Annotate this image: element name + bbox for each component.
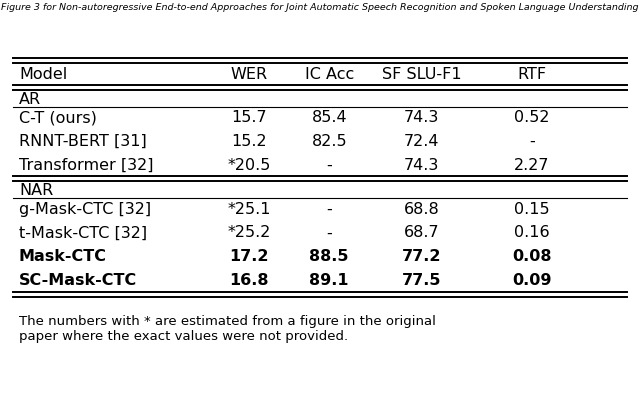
Text: Model: Model [19, 67, 67, 82]
Text: t-Mask-CTC [32]: t-Mask-CTC [32] [19, 225, 147, 241]
Text: 0.08: 0.08 [512, 249, 552, 264]
Text: C-T (ours): C-T (ours) [19, 110, 97, 125]
Text: 0.09: 0.09 [512, 273, 552, 288]
Text: -: - [326, 201, 332, 217]
Text: *20.5: *20.5 [228, 158, 271, 173]
Text: 68.8: 68.8 [403, 201, 439, 217]
Text: g-Mask-CTC [32]: g-Mask-CTC [32] [19, 201, 151, 217]
Text: IC Acc: IC Acc [305, 67, 354, 82]
Text: 2.27: 2.27 [514, 158, 550, 173]
Text: 89.1: 89.1 [310, 273, 349, 288]
Text: 15.2: 15.2 [232, 134, 267, 149]
Text: 0.52: 0.52 [514, 110, 550, 125]
Text: 17.2: 17.2 [230, 249, 269, 264]
Text: 82.5: 82.5 [312, 134, 347, 149]
Text: Mask-CTC: Mask-CTC [19, 249, 107, 264]
Text: 77.2: 77.2 [402, 249, 441, 264]
Text: *25.1: *25.1 [228, 201, 271, 217]
Text: RTF: RTF [517, 67, 547, 82]
Text: AR: AR [19, 92, 41, 107]
Text: -: - [529, 134, 535, 149]
Text: 77.5: 77.5 [402, 273, 441, 288]
Text: The numbers with * are estimated from a figure in the original
paper where the e: The numbers with * are estimated from a … [19, 315, 436, 343]
Text: 72.4: 72.4 [404, 134, 439, 149]
Text: NAR: NAR [19, 183, 53, 198]
Text: 0.16: 0.16 [514, 225, 550, 241]
Text: 85.4: 85.4 [312, 110, 347, 125]
Text: -: - [326, 158, 332, 173]
Text: 74.3: 74.3 [404, 158, 439, 173]
Text: SC-Mask-CTC: SC-Mask-CTC [19, 273, 137, 288]
Text: Transformer [32]: Transformer [32] [19, 158, 154, 173]
Text: WER: WER [231, 67, 268, 82]
Text: 88.5: 88.5 [310, 249, 349, 264]
Text: 68.7: 68.7 [404, 225, 439, 241]
Text: 0.15: 0.15 [514, 201, 550, 217]
Text: *25.2: *25.2 [228, 225, 271, 241]
Text: SF SLU-F1: SF SLU-F1 [381, 67, 461, 82]
Text: Figure 3 for Non-autoregressive End-to-end Approaches for Joint Automatic Speech: Figure 3 for Non-autoregressive End-to-e… [1, 3, 639, 12]
Text: RNNT-BERT [31]: RNNT-BERT [31] [19, 134, 147, 149]
Text: 16.8: 16.8 [230, 273, 269, 288]
Text: -: - [326, 225, 332, 241]
Text: 74.3: 74.3 [404, 110, 439, 125]
Text: 15.7: 15.7 [232, 110, 267, 125]
